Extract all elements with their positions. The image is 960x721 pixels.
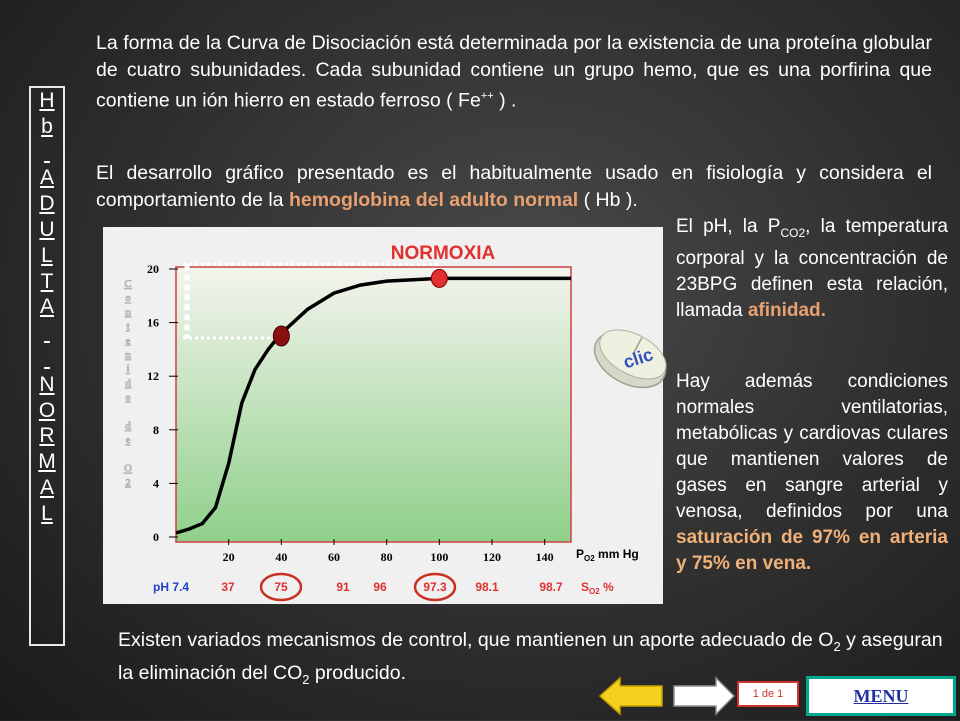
x-tick-label: 40 (275, 550, 287, 564)
sidebar-char: O (38, 398, 56, 422)
y-label-char: e (126, 335, 131, 347)
plot-area (175, 266, 572, 543)
sidebar-char: A (39, 166, 54, 190)
y-tick-label: 8 (153, 423, 159, 437)
y-label-char: i (126, 363, 129, 375)
ph-label: pH 7.4 (153, 580, 189, 594)
x-tick-label: 20 (223, 550, 235, 564)
x-axis-label: PO2 mm Hg (576, 547, 639, 563)
saturation-label: SO2 % (581, 580, 614, 596)
y-label-char: 2 (125, 477, 131, 489)
clic-mouse-icon[interactable]: clic (588, 322, 674, 394)
x-tick-label: 80 (381, 550, 393, 564)
highlight-saturacion: saturación de 97% en arteria y 75% en ve… (676, 527, 948, 574)
y-tick-label: 20 (147, 262, 159, 276)
intro-paragraph-1: La forma de la Curva de Disociación está… (96, 32, 932, 112)
sidebar-char: A (39, 295, 54, 319)
sidebar-char: M (38, 450, 56, 474)
conditions-paragraph: Hay además condiciones normales ventilat… (676, 371, 948, 574)
x-tick-label: 60 (328, 550, 340, 564)
sidebar-char: b (41, 114, 53, 138)
highlight-afinidad: afinidad. (747, 299, 826, 321)
x-tick-label: 140 (536, 550, 554, 564)
saturation-value: 91 (336, 580, 350, 594)
y-tick-label: 4 (153, 476, 159, 490)
next-arrow-button[interactable] (672, 676, 736, 721)
sidebar-char: R (39, 424, 55, 448)
y-label-char: C (124, 278, 132, 290)
y-label-char: o (125, 292, 131, 304)
y-tick-label: 0 (153, 530, 159, 544)
chart-title: NORMOXIA (391, 243, 496, 264)
sidebar-char: A (39, 475, 54, 499)
y-label-char: o (125, 392, 131, 404)
vein-marker (272, 325, 290, 347)
sidebar-char: N (39, 372, 55, 396)
dissociation-curve (175, 276, 571, 535)
y-label-char: t (126, 321, 130, 333)
sidebar-char: L (41, 243, 53, 267)
previous-arrow-button[interactable] (598, 676, 664, 721)
saturation-highlight-circle (413, 572, 457, 602)
x-tick-label: 100 (430, 550, 448, 564)
saturation-value: 96 (373, 580, 387, 594)
arrow-left-icon (598, 676, 663, 716)
x-tick-label: 120 (483, 550, 501, 564)
arrow-right-icon (673, 676, 736, 716)
saturation-highlight-circle (259, 572, 303, 602)
saturation-value: 37 (221, 580, 235, 594)
page-indicator: 1 de 1 (737, 681, 799, 707)
intro-paragraph-2: El desarrollo gráfico presentado es el h… (96, 162, 932, 211)
artery-marker (430, 268, 448, 288)
menu-button[interactable]: MENU (806, 676, 956, 716)
sidebar-char: L (41, 501, 53, 525)
sidebar-char (44, 320, 50, 346)
sidebar-char: H (39, 89, 55, 112)
sidebar-char (44, 140, 50, 166)
y-label-char: d (125, 377, 131, 389)
y-label-char: e (126, 434, 131, 446)
saturation-value: 98.1 (475, 580, 499, 594)
sidebar-char: D (39, 192, 55, 216)
y-label-char: d (125, 420, 131, 432)
saturation-value: 97.3 (423, 580, 447, 594)
affinity-paragraph: El pH, la PCO2, la temperatura corporal … (676, 216, 948, 321)
y-tick-label: 12 (147, 369, 159, 383)
y-label-char: n (125, 349, 131, 361)
y-label-char: O (124, 463, 133, 475)
highlight-hemoglobina: hemoglobina del adulto normal (288, 188, 579, 211)
saturation-value: 75 (274, 580, 288, 594)
sidebar-char (44, 346, 50, 372)
sidebar-char: T (40, 269, 54, 293)
bottom-paragraph: Existen variados mecanismos de control, … (118, 629, 943, 687)
sidebar-char: U (39, 217, 55, 241)
y-tick-label: 16 (147, 316, 159, 330)
y-label-char: n (125, 306, 131, 318)
saturation-value: 98.7 (539, 580, 563, 594)
